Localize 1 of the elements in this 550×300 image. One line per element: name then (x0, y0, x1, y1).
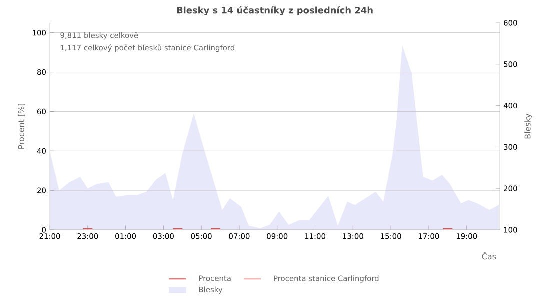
chart-title: Blesky s 14 účastníky z posledních 24h (177, 6, 373, 16)
